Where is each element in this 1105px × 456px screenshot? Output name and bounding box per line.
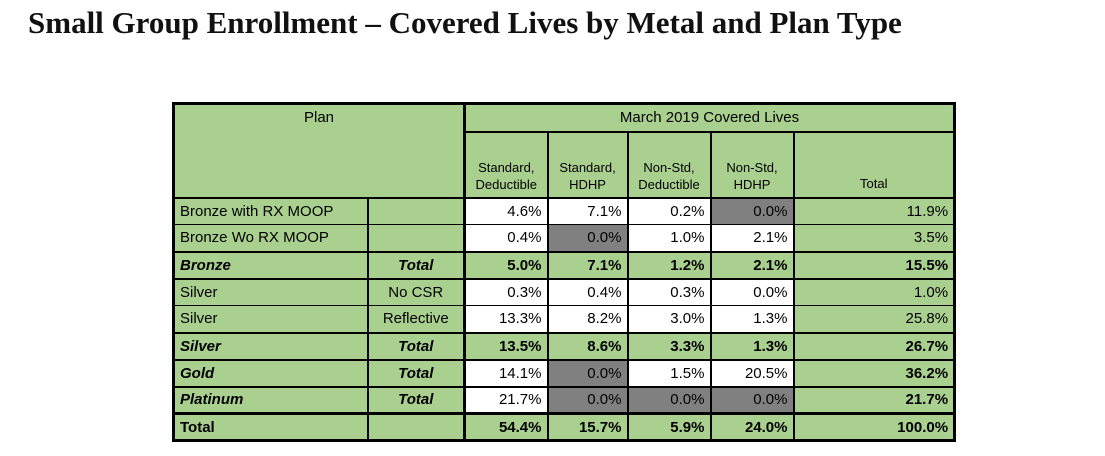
value-cell: 1.2% <box>626 250 712 280</box>
value-cell: 5.9% <box>626 412 712 441</box>
plan-name-cell: Platinum <box>172 385 369 415</box>
value-cell: 13.3% <box>463 305 549 333</box>
plan-name-cell: Bronze <box>172 250 369 280</box>
value-cell: 13.5% <box>463 331 549 361</box>
table-row: Silver Reflective 13.3% 8.2% 3.0% 1.3% 25.8% <box>172 305 956 333</box>
value-cell: 4.6% <box>463 197 549 225</box>
total-value-cell: 36.2% <box>792 358 956 388</box>
plan-name-cell: Bronze Wo RX MOOP <box>172 224 369 252</box>
column-header-total: Total <box>792 130 956 199</box>
value-cell: 24.0% <box>709 412 795 441</box>
table-row: Bronze Total 5.0% 7.1% 1.2% 2.1% 15.5% <box>172 250 956 280</box>
value-cell: 0.0% <box>709 385 795 415</box>
value-cell: 2.1% <box>709 250 795 280</box>
value-cell: 14.1% <box>463 358 549 388</box>
total-value-cell: 26.7% <box>792 331 956 361</box>
plan-subtype-cell <box>366 197 466 225</box>
value-cell: 0.3% <box>463 278 549 306</box>
table-row: Platinum Total 21.7% 0.0% 0.0% 0.0% 21.7% <box>172 385 956 415</box>
total-value-cell: 21.7% <box>792 385 956 415</box>
column-header-non-std-deductible: Non-Std, Deductible <box>626 130 712 199</box>
plan-subtype-cell: Total <box>366 385 466 415</box>
plan-subtype-cell: Total <box>366 250 466 280</box>
table-row: Silver Total 13.5% 8.6% 3.3% 1.3% 26.7% <box>172 331 956 361</box>
plan-name-cell: Silver <box>172 305 369 333</box>
plan-name-cell: Silver <box>172 278 369 306</box>
table-row: Silver No CSR 0.3% 0.4% 0.3% 0.0% 1.0% <box>172 278 956 306</box>
column-header-non-std-hdhp: Non-Std, HDHP <box>709 130 795 199</box>
total-value-cell: 1.0% <box>792 278 956 306</box>
covered-lives-group-header: March 2019 Covered Lives <box>463 102 956 133</box>
plan-subtype-cell: Total <box>366 331 466 361</box>
value-cell: 15.7% <box>546 412 629 441</box>
total-value-cell: 100.0% <box>792 412 956 441</box>
value-cell: 3.3% <box>626 331 712 361</box>
total-value-cell: 11.9% <box>792 197 956 225</box>
value-cell: 1.3% <box>709 331 795 361</box>
plan-name-cell: Bronze with RX MOOP <box>172 197 369 225</box>
column-header-row: Standard, Deductible Standard, HDHP Non-St… <box>174 130 956 199</box>
value-cell: 21.7% <box>463 385 549 415</box>
table-header: Plan March 2019 Covered Lives Standard, … <box>172 102 956 199</box>
total-value-cell: 25.8% <box>792 305 956 333</box>
plan-subtype-cell: No CSR <box>366 278 466 306</box>
column-header-standard-hdhp: Standard, HDHP <box>546 130 629 199</box>
plan-subtype-cell: Total <box>366 358 466 388</box>
value-cell: 54.4% <box>463 412 549 441</box>
value-cell: 8.2% <box>546 305 629 333</box>
page-title: Small Group Enrollment – Covered Lives b… <box>28 5 902 40</box>
value-cell: 1.0% <box>626 224 712 252</box>
group-header-row: Plan March 2019 Covered Lives <box>172 102 956 199</box>
plan-name-cell: Gold <box>172 358 369 388</box>
value-cell: 7.1% <box>546 250 629 280</box>
value-cell: 0.4% <box>463 224 549 252</box>
plan-name-cell: Silver <box>172 331 369 361</box>
plan-subtype-cell: Reflective <box>366 305 466 333</box>
value-cell: 0.0% <box>709 278 795 306</box>
table-row: Bronze Wo RX MOOP 0.4% 0.0% 1.0% 2.1% 3.5% <box>172 224 956 252</box>
column-header-standard-deductible: Standard, Deductible <box>463 130 549 199</box>
value-cell: 0.0% <box>709 197 795 225</box>
plan-subtype-cell <box>366 224 466 252</box>
value-cell: 7.1% <box>546 197 629 225</box>
total-value-cell: 3.5% <box>792 224 956 252</box>
value-cell: 5.0% <box>463 250 549 280</box>
value-cell: 0.3% <box>626 278 712 306</box>
value-cell: 20.5% <box>709 358 795 388</box>
enrollment-table: Plan March 2019 Covered Lives Standard, … <box>172 102 957 442</box>
plan-subtype-cell <box>366 412 466 441</box>
table-row: Gold Total 14.1% 0.0% 1.5% 20.5% 36.2% <box>172 358 956 388</box>
value-cell: 0.0% <box>546 385 629 415</box>
total-value-cell: 15.5% <box>792 250 956 280</box>
value-cell: 0.2% <box>626 197 712 225</box>
value-cell: 0.0% <box>546 224 629 252</box>
value-cell: 0.0% <box>626 385 712 415</box>
value-cell: 0.4% <box>546 278 629 306</box>
value-cell: 2.1% <box>709 224 795 252</box>
table-body: Bronze with RX MOOP 4.6% 7.1% 0.2% 0.0% 11.9%… <box>172 197 956 441</box>
plan-column-header: Plan <box>172 102 466 199</box>
plan-name-cell: Total <box>172 412 369 441</box>
value-cell: 0.0% <box>546 358 629 388</box>
value-cell: 1.3% <box>709 305 795 333</box>
table-row: Bronze with RX MOOP 4.6% 7.1% 0.2% 0.0% 11.9% <box>172 197 956 225</box>
table-row: Total 54.4% 15.7% 5.9% 24.0% 100.0% <box>172 412 956 441</box>
value-cell: 1.5% <box>626 358 712 388</box>
value-cell: 8.6% <box>546 331 629 361</box>
value-cell: 3.0% <box>626 305 712 333</box>
